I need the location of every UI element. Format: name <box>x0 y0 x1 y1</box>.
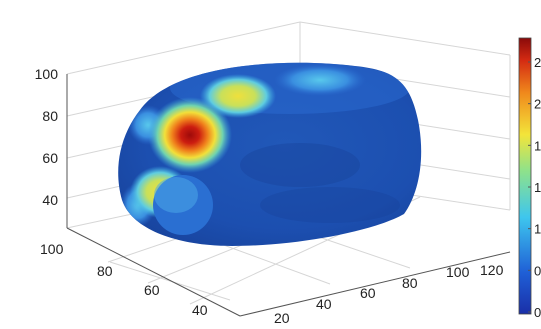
x-axis-ticks: 20 40 60 80 100 120 <box>274 262 504 326</box>
z-axis-ticks: 100 80 60 40 <box>35 66 59 208</box>
surface-hot-region <box>148 97 232 173</box>
y-tick-label: 80 <box>97 263 113 279</box>
x-tick-label: 100 <box>446 264 470 280</box>
y-axis-line <box>66 227 241 317</box>
colorbar-tick-label: 1 <box>534 222 541 237</box>
surface <box>118 62 422 246</box>
z-tick-label: 100 <box>35 66 59 82</box>
grid-line <box>299 21 511 56</box>
z-tick-label: 40 <box>42 192 58 208</box>
colorbar-tick-label: 0 <box>534 263 541 278</box>
colorbar: 2 2 1 1 1 0 0 <box>518 37 541 320</box>
grid-line <box>109 261 231 301</box>
surface-warm-region <box>200 74 276 118</box>
colorbar-tick-label: 1 <box>534 138 541 153</box>
colorbar-tick-label: 2 <box>534 97 541 112</box>
x-axis-line <box>239 251 511 317</box>
x-tick-label: 20 <box>274 310 290 326</box>
colorbar-tick-label: 0 <box>534 305 541 320</box>
surface-hump-highlight <box>154 177 198 213</box>
grid-line <box>66 21 301 75</box>
surface-shadow <box>240 143 360 187</box>
axes <box>66 74 511 317</box>
x-tick-label: 60 <box>360 285 376 301</box>
y-axis-ticks: 100 80 60 40 <box>40 241 208 318</box>
z-tick-label: 80 <box>42 108 58 124</box>
y-tick-label: 100 <box>40 241 64 257</box>
colorbar-bar <box>518 37 532 315</box>
colorbar-ticks: 2 2 1 1 1 0 0 <box>528 55 541 320</box>
colorbar-tick-label: 2 <box>534 55 541 70</box>
y-tick-label: 60 <box>144 282 160 298</box>
x-tick-label: 80 <box>402 275 418 291</box>
y-tick-label: 40 <box>192 302 208 318</box>
x-tick-label: 120 <box>480 262 504 278</box>
x-tick-label: 40 <box>316 296 332 312</box>
surface-shadow <box>260 187 400 223</box>
z-tick-label: 60 <box>42 150 58 166</box>
surface-cool-region <box>274 64 366 96</box>
colorbar-tick-label: 1 <box>534 180 541 195</box>
